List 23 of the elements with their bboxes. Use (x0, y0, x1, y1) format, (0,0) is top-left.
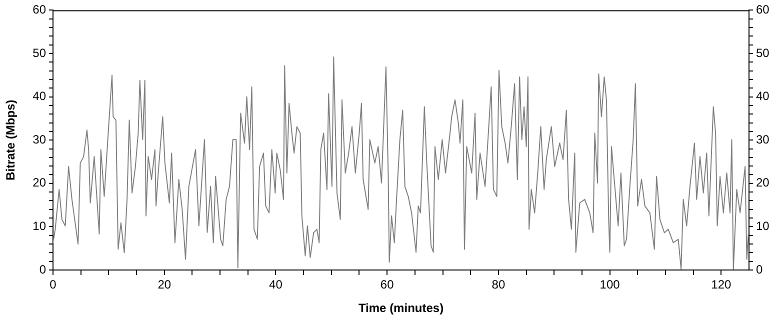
y2-tick-label: 10 (756, 219, 770, 234)
y-tick-label: 0 (39, 262, 46, 276)
y-tick-label: 20 (32, 176, 46, 190)
y2-tick-label: 20 (756, 176, 770, 190)
x-tick-label: 100 (600, 278, 620, 292)
x-tick-label: 40 (269, 278, 283, 292)
x-tick-label: 20 (158, 278, 172, 292)
y2-tick-label: 40 (756, 89, 770, 104)
x-tick-label: 0 (50, 278, 57, 292)
y-tick-label: 40 (32, 89, 46, 104)
y2-tick-label: 50 (756, 46, 770, 60)
y-tick-label: 10 (32, 219, 46, 234)
y2-tick-label: 30 (756, 132, 770, 146)
y-tick-label: 30 (32, 132, 46, 146)
y-tick-label: 50 (32, 46, 46, 60)
y2-tick-label: 0 (756, 262, 763, 276)
y-axis-title: Bitrate (Mbps) (4, 100, 18, 180)
x-tick-label: 80 (492, 278, 506, 292)
y-tick-label: 60 (32, 2, 46, 17)
x-tick-label: 120 (711, 278, 732, 292)
x-tick-label: 60 (380, 278, 394, 292)
y2-tick-label: 60 (756, 2, 770, 17)
x-axis-title: Time (minutes) (358, 301, 444, 316)
